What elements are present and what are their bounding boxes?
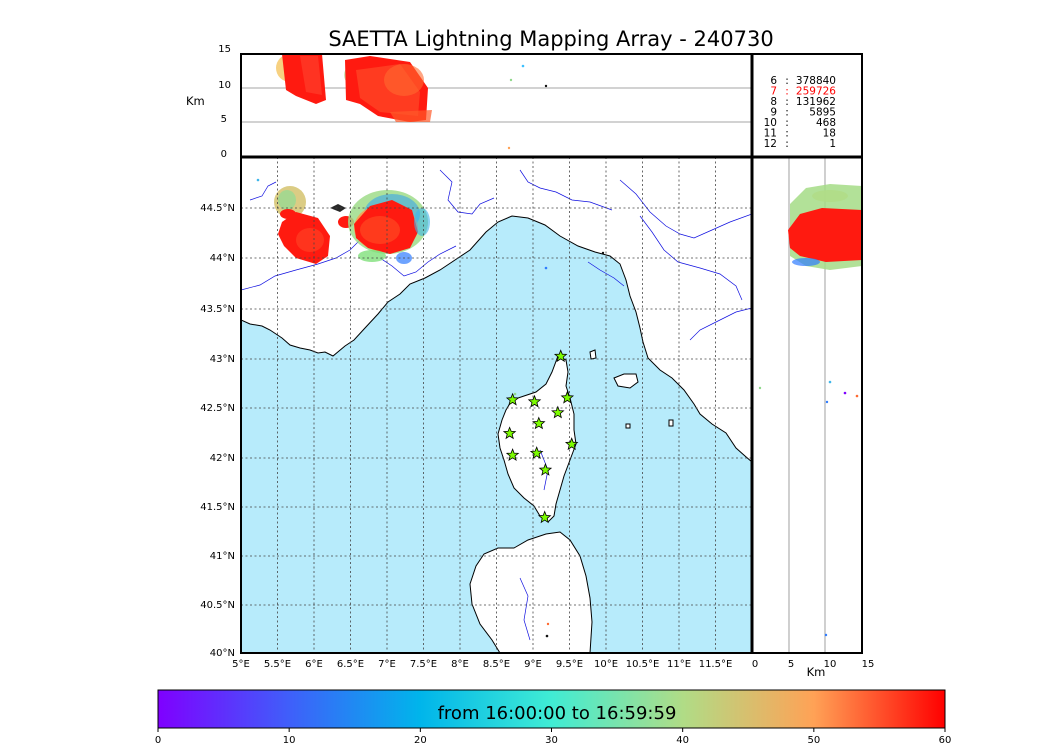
altitude-tick: 5 xyxy=(221,114,227,125)
station-star-icon xyxy=(537,510,552,524)
station-count-separator: : xyxy=(785,117,789,129)
side-axis-tick: 15 xyxy=(862,659,875,670)
longitude-tick: 7°E xyxy=(378,659,396,670)
plan-view-map xyxy=(241,157,752,653)
station-count-value: 5895 xyxy=(809,107,836,119)
longitude-tick: 11°E xyxy=(667,659,691,670)
latitude-tick: 41°N xyxy=(210,551,235,562)
station-count-value: 378840 xyxy=(796,75,836,87)
station-star-icon xyxy=(553,349,568,363)
colorbar-tick: 0 xyxy=(155,735,161,746)
latitude-tick: 44°N xyxy=(210,253,235,264)
longitude-tick: 9.5°E xyxy=(556,659,583,670)
station-count-stations: 6 xyxy=(770,75,777,87)
station-count-value: 18 xyxy=(823,128,836,140)
longitude-tick: 9°E xyxy=(524,659,542,670)
station-count-separator: : xyxy=(785,128,789,140)
station-count-separator: : xyxy=(785,75,789,87)
altitude-tick: 0 xyxy=(221,149,227,160)
altitude-tick: 10 xyxy=(218,80,231,91)
station-count-stations: 11 xyxy=(764,128,777,140)
figure-title: SAETTA Lightning Mapping Array - 240730 xyxy=(328,27,773,51)
longitude-tick: 8.5°E xyxy=(483,659,510,670)
colorbar-tick: 40 xyxy=(676,735,689,746)
altitude-latitude-panel xyxy=(752,157,862,653)
longitude-tick: 10.5°E xyxy=(626,659,660,670)
station-star-icon xyxy=(529,446,544,460)
station-count-panel: 6:3788407:2597268:1319629:589510:46811:1… xyxy=(752,54,862,157)
colorbar-label: from 16:00:00 to 16:59:59 xyxy=(438,703,677,724)
station-count-separator: : xyxy=(785,96,789,108)
station-count-separator: : xyxy=(785,107,789,119)
longitude-tick: 6°E xyxy=(305,659,323,670)
colorbar-tick: 10 xyxy=(283,735,296,746)
time-colorbar: from 16:00:00 to 16:59:59 0 10 20 30 40 50 60 xyxy=(155,689,952,746)
station-count-value: 1 xyxy=(829,138,836,150)
longitude-tick: 7.5°E xyxy=(410,659,437,670)
latitude-tick: 42°N xyxy=(210,453,235,464)
station-star-icon xyxy=(505,448,520,462)
station-star-icon xyxy=(538,462,553,476)
panel-borders xyxy=(240,53,863,654)
station-star-icon xyxy=(560,390,575,404)
station-count-stations: 9 xyxy=(770,107,777,119)
longitude-tick: 5.5°E xyxy=(264,659,291,670)
station-count-value: 131962 xyxy=(796,96,836,108)
elba-island xyxy=(613,373,639,389)
colorbar-tick: 30 xyxy=(545,735,558,746)
latitude-tick: 44.5°N xyxy=(200,203,235,214)
lma-stations xyxy=(502,349,579,524)
sea-area xyxy=(241,215,752,653)
latitude-tick: 41.5°N xyxy=(200,502,235,513)
longitude-tick: 8°E xyxy=(451,659,469,670)
side-axis-tick: 10 xyxy=(824,659,837,670)
altitude-axis-label: Km xyxy=(186,94,205,108)
latitude-tick: 43.5°N xyxy=(200,304,235,315)
station-star-icon xyxy=(532,416,546,430)
station-star-icon xyxy=(502,426,517,440)
station-star-icon xyxy=(527,394,542,408)
side-axis-label: Km xyxy=(807,665,826,679)
station-count-separator: : xyxy=(785,86,789,98)
side-axis-tick: 0 xyxy=(752,659,758,670)
altitude-tick: 15 xyxy=(218,44,231,55)
station-count-separator: : xyxy=(785,138,789,150)
station-count-stations: 12 xyxy=(764,138,777,150)
station-count-stations: 10 xyxy=(764,117,777,129)
sardinia-island xyxy=(469,531,593,653)
rivers xyxy=(241,169,752,641)
side-axis-tick: 5 xyxy=(788,659,794,670)
longitude-tick: 11.5°E xyxy=(699,659,733,670)
station-count-value: 468 xyxy=(816,117,836,129)
altitude-time-panel xyxy=(241,54,752,157)
longitude-tick: 5°E xyxy=(232,659,250,670)
latitude-tick: 40.5°N xyxy=(200,600,235,611)
colorbar-tick: 20 xyxy=(414,735,427,746)
station-star-icon xyxy=(505,392,520,406)
altitude-lightning-clusters xyxy=(276,54,548,150)
longitude-tick: 6.5°E xyxy=(337,659,364,670)
longitude-tick: 10°E xyxy=(594,659,618,670)
side-lightning-clusters xyxy=(752,184,862,637)
colorbar-tick: 50 xyxy=(807,735,820,746)
latitude-tick: 42.5°N xyxy=(200,403,235,414)
colorbar-tick: 60 xyxy=(939,735,952,746)
plan-lightning-clusters xyxy=(256,178,605,638)
station-count-stations: 8 xyxy=(770,96,777,108)
station-star-icon xyxy=(564,437,579,451)
latitude-tick: 43°N xyxy=(210,354,235,365)
latitude-tick: 40°N xyxy=(210,648,235,659)
station-star-icon xyxy=(551,405,565,419)
station-count-value: 259726 xyxy=(796,86,836,98)
station-count-stations: 7 xyxy=(770,86,777,98)
